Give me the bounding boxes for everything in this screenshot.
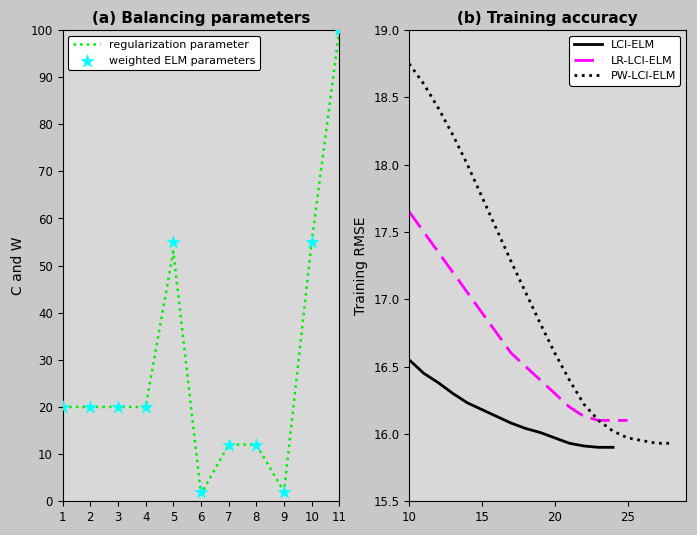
LR-LCI-ELM: [449, 269, 457, 276]
LCI-ELM: [492, 413, 500, 419]
regularization parameter: [307, 239, 316, 245]
PW-LCI-ELM: [595, 417, 603, 424]
weighted ELM parameters: [168, 238, 179, 246]
weighted ELM parameters: [334, 26, 345, 34]
Y-axis label: C and W: C and W: [11, 236, 25, 295]
Title: (a) Balancing parameters: (a) Balancing parameters: [92, 11, 310, 26]
Line: regularization parameter: regularization parameter: [63, 30, 339, 494]
LCI-ELM: [420, 370, 428, 377]
regularization parameter: [59, 404, 67, 410]
regularization parameter: [197, 491, 205, 498]
weighted ELM parameters: [85, 403, 96, 411]
LR-LCI-ELM: [434, 249, 443, 255]
PW-LCI-ELM: [638, 438, 646, 444]
PW-LCI-ELM: [420, 81, 428, 87]
weighted ELM parameters: [140, 403, 151, 411]
PW-LCI-ELM: [551, 350, 559, 356]
Line: LCI-ELM: LCI-ELM: [409, 360, 613, 447]
PW-LCI-ELM: [623, 435, 631, 441]
LR-LCI-ELM: [551, 390, 559, 396]
weighted ELM parameters: [223, 440, 234, 449]
regularization parameter: [169, 248, 178, 255]
PW-LCI-ELM: [609, 428, 618, 434]
LR-LCI-ELM: [464, 289, 472, 296]
LR-LCI-ELM: [565, 404, 574, 410]
regularization parameter: [86, 404, 95, 410]
weighted ELM parameters: [306, 238, 317, 246]
LR-LCI-ELM: [420, 229, 428, 235]
LCI-ELM: [405, 357, 413, 363]
regularization parameter: [224, 441, 233, 448]
weighted ELM parameters: [195, 487, 206, 496]
LR-LCI-ELM: [507, 350, 515, 356]
PW-LCI-ELM: [507, 258, 515, 265]
LR-LCI-ELM: [405, 209, 413, 215]
LCI-ELM: [565, 440, 574, 447]
PW-LCI-ELM: [434, 105, 443, 111]
LCI-ELM: [536, 429, 544, 435]
PW-LCI-ELM: [536, 320, 544, 327]
LR-LCI-ELM: [595, 417, 603, 424]
LR-LCI-ELM: [492, 330, 500, 336]
PW-LCI-ELM: [464, 162, 472, 168]
Title: (b) Training accuracy: (b) Training accuracy: [457, 11, 638, 26]
regularization parameter: [114, 404, 122, 410]
PW-LCI-ELM: [652, 440, 661, 447]
PW-LCI-ELM: [667, 440, 675, 447]
PW-LCI-ELM: [565, 377, 574, 383]
LCI-ELM: [434, 379, 443, 386]
LR-LCI-ELM: [580, 413, 588, 419]
LR-LCI-ELM: [521, 363, 530, 370]
Legend: LCI-ELM, LR-LCI-ELM, PW-LCI-ELM: LCI-ELM, LR-LCI-ELM, PW-LCI-ELM: [569, 36, 680, 86]
PW-LCI-ELM: [492, 226, 500, 233]
PW-LCI-ELM: [478, 194, 487, 200]
weighted ELM parameters: [112, 403, 123, 411]
LCI-ELM: [449, 390, 457, 396]
PW-LCI-ELM: [449, 132, 457, 138]
LCI-ELM: [609, 444, 618, 450]
weighted ELM parameters: [251, 440, 262, 449]
Legend: regularization parameter, weighted ELM parameters: regularization parameter, weighted ELM p…: [68, 36, 260, 70]
PW-LCI-ELM: [405, 60, 413, 67]
weighted ELM parameters: [278, 487, 289, 496]
LCI-ELM: [551, 435, 559, 441]
LCI-ELM: [595, 444, 603, 450]
regularization parameter: [335, 27, 344, 33]
regularization parameter: [279, 488, 288, 495]
LCI-ELM: [478, 407, 487, 413]
LCI-ELM: [507, 420, 515, 426]
PW-LCI-ELM: [580, 401, 588, 408]
LR-LCI-ELM: [478, 310, 487, 316]
Line: LR-LCI-ELM: LR-LCI-ELM: [409, 212, 627, 421]
weighted ELM parameters: [57, 403, 68, 411]
LCI-ELM: [464, 400, 472, 406]
regularization parameter: [141, 404, 150, 410]
LR-LCI-ELM: [623, 417, 631, 424]
PW-LCI-ELM: [521, 289, 530, 296]
Line: PW-LCI-ELM: PW-LCI-ELM: [409, 64, 671, 444]
LR-LCI-ELM: [536, 377, 544, 383]
Y-axis label: Training RMSE: Training RMSE: [354, 216, 368, 315]
LCI-ELM: [580, 443, 588, 449]
LR-LCI-ELM: [609, 417, 618, 424]
regularization parameter: [252, 441, 261, 448]
LCI-ELM: [521, 425, 530, 432]
